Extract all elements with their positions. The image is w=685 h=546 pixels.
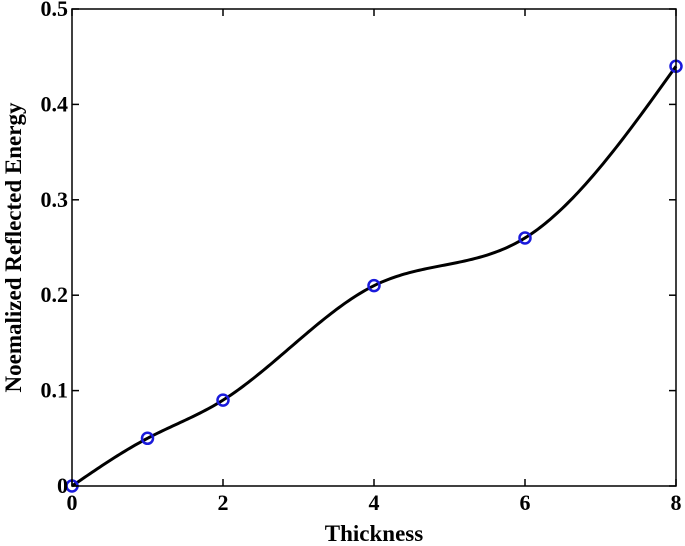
curve-layer xyxy=(71,65,678,488)
y-tick-label: 0.1 xyxy=(41,378,69,403)
x-axis-title: Thickness xyxy=(325,521,423,546)
y-axis-title: Noemalized Reflected Energy xyxy=(1,102,26,392)
data-point-marker xyxy=(518,231,532,245)
data-point-marker xyxy=(216,393,230,407)
x-tick-label: 8 xyxy=(671,490,682,515)
x-tick-label: 0 xyxy=(67,490,78,515)
y-tick-label: 0 xyxy=(57,473,68,498)
x-tick-label: 6 xyxy=(520,490,531,515)
series-line xyxy=(71,65,678,488)
y-tick-label: 0.3 xyxy=(41,187,69,212)
data-point-marker xyxy=(367,278,381,293)
data-point-marker xyxy=(140,431,155,446)
plot-frame xyxy=(71,8,677,487)
x-tick-label: 4 xyxy=(369,490,380,515)
y-tick-label: 0.4 xyxy=(41,91,69,116)
x-tick-label: 2 xyxy=(218,490,229,515)
y-tick-label: 0.5 xyxy=(41,0,69,21)
y-tick-label: 0.2 xyxy=(41,282,69,307)
